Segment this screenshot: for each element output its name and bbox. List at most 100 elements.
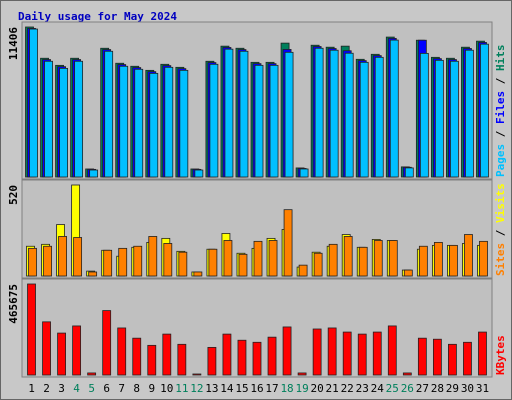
- x-tick-label: 16: [250, 382, 263, 395]
- bar: [89, 169, 99, 178]
- x-tick-label: 25: [386, 382, 399, 395]
- bar: [163, 243, 173, 277]
- bar: [104, 50, 114, 178]
- bar: [404, 167, 414, 178]
- x-tick-label: 4: [73, 382, 80, 395]
- x-tick-label: 14: [220, 382, 234, 395]
- bar: [313, 252, 323, 277]
- bar: [464, 234, 473, 277]
- x-tick-label: 17: [265, 382, 278, 395]
- x-tick-label: 12: [190, 382, 203, 395]
- bar: [74, 60, 84, 178]
- bar: [418, 245, 428, 277]
- bar: [29, 28, 38, 178]
- bar: [478, 331, 487, 376]
- bar: [269, 64, 279, 178]
- bar: [193, 271, 203, 277]
- bar: [224, 48, 234, 178]
- bar: [343, 236, 353, 277]
- bar: [42, 321, 51, 376]
- legend-entry: Pages: [494, 144, 507, 177]
- bar: [358, 246, 368, 277]
- bar: [103, 249, 113, 277]
- chart-title: Daily usage for May 2024: [18, 10, 177, 23]
- x-tick-label: 11: [175, 382, 188, 395]
- legend-entry: KBytes: [494, 335, 507, 375]
- bar: [222, 333, 232, 376]
- x-tick-label: 22: [341, 382, 354, 395]
- bar: [433, 241, 443, 277]
- bar: [402, 372, 412, 376]
- bar: [432, 338, 442, 376]
- x-tick-label: 30: [461, 382, 474, 395]
- x-tick-label: 24: [371, 382, 385, 395]
- bar: [208, 248, 218, 277]
- bar: [44, 60, 53, 178]
- bar: [372, 331, 382, 376]
- bar: [267, 336, 277, 376]
- bar: [117, 327, 127, 376]
- legend-separator: /: [494, 223, 507, 243]
- bar: [87, 372, 97, 376]
- bar: [58, 236, 67, 277]
- bar: [314, 47, 324, 178]
- x-tick-label: 13: [205, 382, 218, 395]
- bar: [252, 341, 262, 376]
- bar: [284, 51, 294, 178]
- bar: [59, 67, 68, 178]
- bar: [463, 341, 472, 376]
- legend-entry: Sites: [494, 243, 507, 276]
- bar: [43, 245, 52, 277]
- bar: [450, 60, 459, 178]
- bar: [209, 63, 219, 178]
- bar: [417, 337, 427, 376]
- bar: [297, 372, 307, 376]
- bar: [239, 50, 249, 178]
- bar: [327, 327, 337, 376]
- bar: [344, 52, 354, 178]
- x-tick-label: 5: [88, 382, 95, 395]
- bar: [329, 49, 339, 178]
- bar: [299, 168, 309, 178]
- bar: [118, 247, 128, 277]
- bar: [237, 339, 247, 376]
- x-tick-label: 7: [118, 382, 125, 395]
- bar: [282, 326, 292, 376]
- bar: [312, 328, 322, 376]
- bar: [268, 240, 278, 277]
- bar: [419, 52, 429, 178]
- x-tick-label: 20: [311, 382, 324, 395]
- bar: [253, 240, 263, 277]
- x-tick-label: 2: [43, 382, 50, 395]
- bar: [480, 43, 489, 178]
- bar: [449, 244, 458, 277]
- bar: [389, 39, 399, 178]
- bar: [254, 64, 264, 178]
- y-tick-label: 11406: [7, 27, 20, 60]
- legend-entry: Visits: [494, 183, 507, 223]
- x-tick-label: 8: [133, 382, 140, 395]
- bar: [357, 333, 367, 376]
- bar: [359, 61, 369, 178]
- x-tick-label: 18: [280, 382, 293, 395]
- bar: [148, 236, 158, 277]
- bar: [57, 332, 66, 376]
- legend-entry: Hits: [494, 45, 507, 72]
- bar: [207, 346, 217, 376]
- bar: [27, 283, 36, 376]
- y-tick-label: 465675: [7, 284, 20, 324]
- bar: [238, 253, 248, 277]
- x-tick-label: 21: [326, 382, 339, 395]
- x-tick-label: 3: [58, 382, 65, 395]
- bar: [177, 343, 187, 376]
- bar: [179, 69, 189, 178]
- bar: [434, 59, 444, 178]
- bar: [119, 65, 129, 178]
- bar: [298, 264, 308, 277]
- bar: [328, 243, 338, 277]
- y-tick-label: 520: [7, 185, 20, 205]
- x-tick-label: 29: [446, 382, 459, 395]
- bar: [164, 66, 174, 178]
- bar: [465, 49, 474, 178]
